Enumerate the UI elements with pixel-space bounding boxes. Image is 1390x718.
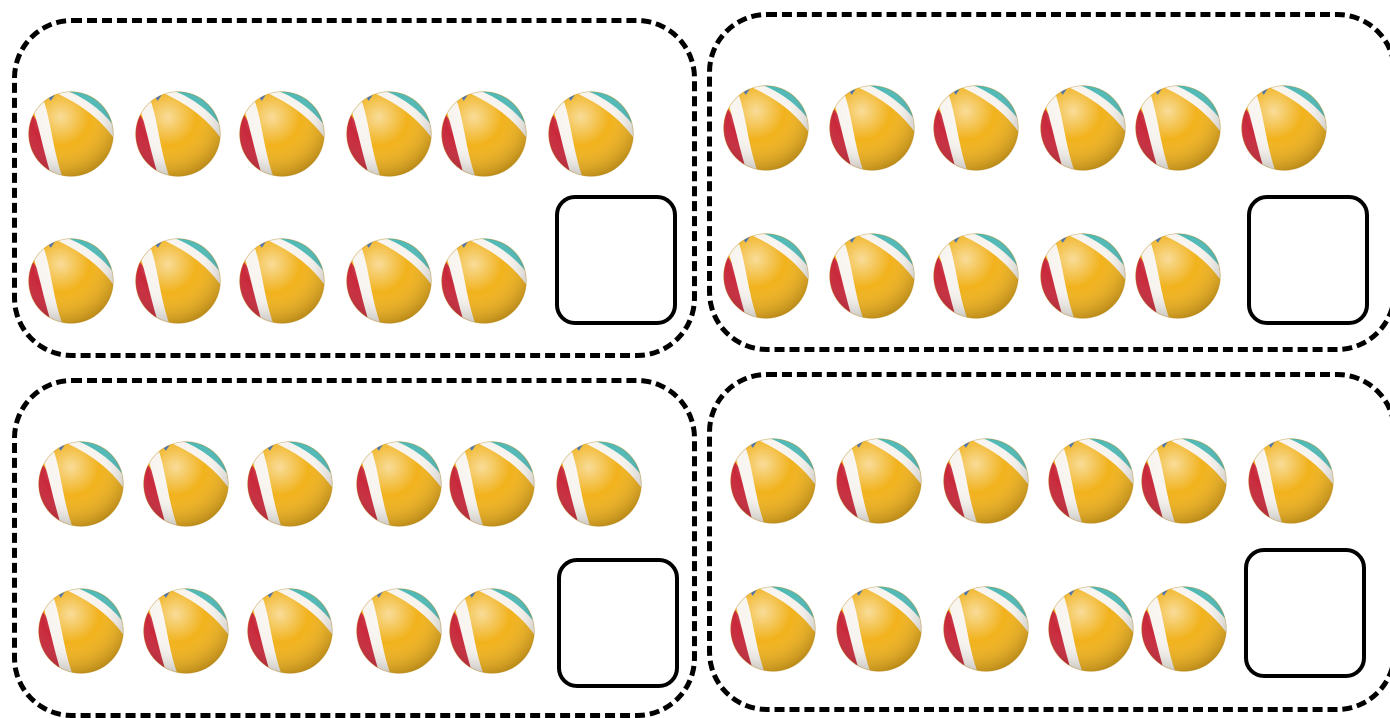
beach-ball-icon — [1045, 435, 1137, 527]
beach-ball-icon — [140, 585, 232, 677]
beach-ball-icon — [1138, 435, 1230, 527]
beach-ball-icon — [35, 585, 127, 677]
beach-ball-icon — [1245, 435, 1337, 527]
beach-ball-icon — [930, 230, 1022, 322]
beach-ball-icon — [446, 438, 538, 530]
beach-ball-icon — [940, 583, 1032, 675]
beach-ball-icon — [1045, 583, 1137, 675]
beach-ball-icon — [25, 235, 117, 327]
answer-box[interactable] — [557, 558, 679, 688]
beach-ball-icon — [1132, 230, 1224, 322]
beach-ball-icon — [244, 438, 336, 530]
beach-ball-icon — [132, 235, 224, 327]
beach-ball-icon — [353, 438, 445, 530]
ten-frame-panel-1 — [12, 18, 697, 358]
ten-frame-panel-3 — [12, 378, 697, 718]
beach-ball-icon — [140, 438, 232, 530]
answer-box[interactable] — [555, 195, 677, 325]
beach-ball-icon — [236, 88, 328, 180]
beach-ball-icon — [244, 585, 336, 677]
beach-ball-icon — [438, 88, 530, 180]
answer-box[interactable] — [1247, 195, 1369, 325]
beach-ball-icon — [545, 88, 637, 180]
beach-ball-icon — [25, 88, 117, 180]
beach-ball-icon — [553, 438, 645, 530]
beach-ball-icon — [35, 438, 127, 530]
beach-ball-icon — [833, 435, 925, 527]
beach-ball-icon — [826, 230, 918, 322]
beach-ball-icon — [727, 583, 819, 675]
beach-ball-icon — [438, 235, 530, 327]
answer-box[interactable] — [1244, 548, 1366, 678]
beach-ball-icon — [930, 82, 1022, 174]
beach-ball-icon — [727, 435, 819, 527]
beach-ball-icon — [1238, 82, 1330, 174]
beach-ball-icon — [1037, 82, 1129, 174]
beach-ball-icon — [826, 82, 918, 174]
beach-ball-icon — [132, 88, 224, 180]
beach-ball-icon — [720, 82, 812, 174]
beach-ball-icon — [833, 583, 925, 675]
beach-ball-icon — [446, 585, 538, 677]
beach-ball-icon — [1132, 82, 1224, 174]
beach-ball-icon — [343, 88, 435, 180]
beach-ball-icon — [720, 230, 812, 322]
ten-frame-panel-2 — [707, 12, 1390, 352]
beach-ball-icon — [236, 235, 328, 327]
beach-ball-icon — [1037, 230, 1129, 322]
ten-frame-panel-4 — [707, 372, 1390, 712]
beach-ball-icon — [940, 435, 1032, 527]
beach-ball-icon — [1138, 583, 1230, 675]
beach-ball-icon — [353, 585, 445, 677]
beach-ball-icon — [343, 235, 435, 327]
